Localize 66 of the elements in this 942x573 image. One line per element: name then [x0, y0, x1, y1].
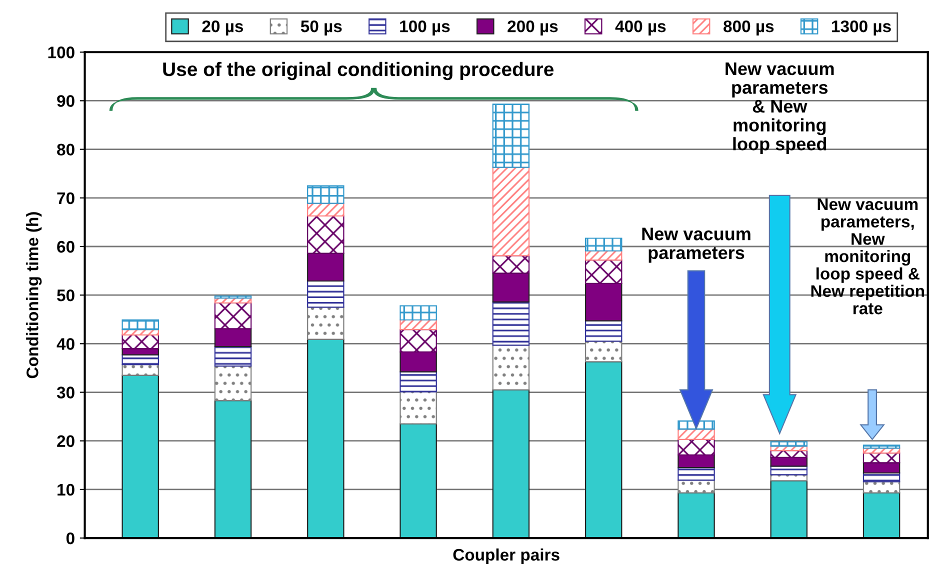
legend-label: 100 µs [400, 20, 450, 36]
y-tick-label: 90 [57, 95, 74, 107]
y-tick-label: 60 [57, 240, 74, 253]
y-tick-label: 50 [57, 289, 74, 302]
bar [584, 320, 622, 342]
bar [862, 444, 900, 449]
bar [584, 260, 622, 284]
annotation: New vacuum parameters & New monitoring loop speed [726, 62, 834, 154]
y-tick-label: 80 [57, 144, 74, 156]
bar [678, 438, 715, 456]
bar [584, 361, 622, 538]
bar [492, 389, 530, 538]
bar [400, 305, 437, 320]
bar [492, 272, 530, 302]
bar [400, 423, 437, 538]
bar [678, 492, 715, 538]
y-axis-title: Conditioning time (h) [26, 212, 42, 378]
bar [307, 338, 344, 538]
annotation: New vacuum parameters, New monitoring loop speed & New repetition rate [811, 198, 924, 314]
bar [214, 346, 252, 367]
bar [307, 252, 344, 282]
bar [307, 185, 344, 204]
bar [122, 374, 159, 538]
legend-label: 200 µs [508, 20, 558, 36]
bar [492, 344, 530, 390]
y-tick-label: 100 [48, 46, 74, 58]
bar [214, 328, 252, 348]
annotation: New vacuum parameters [642, 228, 750, 263]
bar [122, 334, 159, 350]
bar [770, 466, 808, 476]
bar [122, 319, 159, 330]
bar [400, 351, 437, 372]
bar [122, 364, 159, 376]
bar [400, 371, 437, 392]
bar [492, 166, 530, 256]
bar [770, 480, 808, 538]
bar [584, 282, 622, 322]
bar [584, 238, 622, 252]
x-axis-title: Coupler pairs [453, 548, 560, 564]
bar [492, 255, 530, 274]
y-tick-label: 10 [58, 484, 74, 496]
bar [678, 454, 715, 468]
legend-label: 50 µs [300, 20, 342, 36]
bar [214, 400, 252, 538]
bar [307, 306, 344, 340]
y-tick-label: 0 [66, 532, 74, 544]
y-tick-label: 30 [56, 386, 74, 398]
bar [862, 492, 900, 538]
bar [214, 302, 252, 330]
annotation: Use of the original conditioning procedure [163, 62, 554, 80]
bar [862, 452, 900, 464]
bar [770, 441, 808, 447]
y-tick-label: 70 [57, 192, 74, 204]
y-tick-label: 20 [57, 435, 74, 448]
bar [400, 329, 437, 352]
bar [307, 280, 344, 308]
legend-label: 1300 µs [832, 20, 891, 36]
bar [492, 301, 530, 346]
y-tick-label: 40 [56, 338, 74, 350]
bar [307, 202, 344, 216]
bar [678, 467, 715, 481]
legend-label: 800 µs [724, 20, 774, 36]
legend-label: 400 µs [615, 20, 666, 36]
bar [492, 104, 530, 168]
bar [307, 215, 344, 254]
legend-label: 20 µs [202, 20, 244, 36]
